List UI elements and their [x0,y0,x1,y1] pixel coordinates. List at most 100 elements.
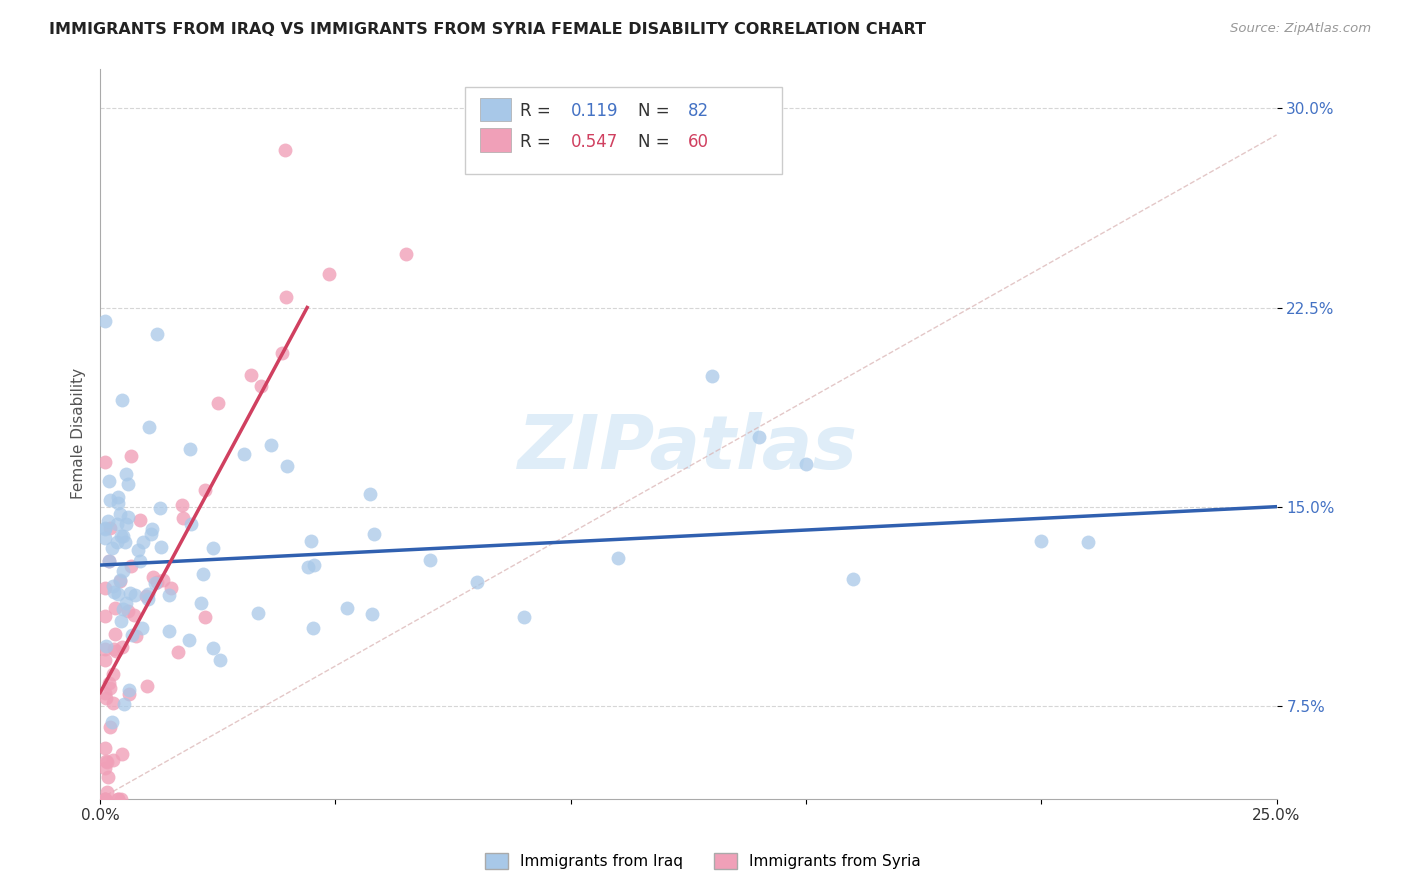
Point [96,784,118,798]
Point [117,604,139,618]
Point [94,791,117,805]
Point [110,574,132,588]
Point [606,551,628,566]
Point [138,420,160,434]
Point [152,573,174,587]
Point [120,449,142,463]
Point [94,791,117,805]
Point [157,624,180,638]
Point [259,438,281,452]
Point [170,498,193,512]
Point [146,575,169,590]
Point [104,627,127,641]
Point [1077,534,1099,549]
Point [190,596,212,610]
Point [94,454,117,468]
Point [273,143,295,157]
Point [114,596,136,610]
Point [842,572,865,586]
Point [105,516,128,531]
Legend: Immigrants from Iraq, Immigrants from Syria: Immigrants from Iraq, Immigrants from Sy… [479,847,927,875]
Point [111,747,134,761]
Point [150,540,173,554]
Point [191,566,214,581]
Point [103,642,125,657]
Point [94,581,117,595]
Point [299,533,322,548]
Point [110,791,132,805]
Point [107,791,129,805]
Point [110,507,132,521]
Point [108,573,131,587]
Point [232,446,254,460]
Point [122,607,145,622]
Point [118,683,141,698]
Point [117,510,139,524]
Point [115,517,138,532]
Point [98,474,121,488]
Point [794,457,817,471]
Point [129,554,152,568]
Point [107,587,129,601]
Point [359,486,381,500]
Point [94,741,117,756]
Point [97,514,120,528]
Point [96,756,118,770]
Point [1031,534,1053,549]
Point [395,247,418,261]
Point [179,442,201,456]
Point [201,541,224,555]
Point [276,459,298,474]
Point [194,610,217,624]
Point [107,496,129,510]
Point [193,483,215,497]
Point [142,570,165,584]
Point [98,554,121,568]
Point [207,396,229,410]
Text: 0.547: 0.547 [571,133,619,151]
Text: 82: 82 [689,102,710,120]
FancyBboxPatch shape [465,87,783,175]
Point [114,534,136,549]
Point [157,588,180,602]
Point [141,523,163,537]
Point [139,527,162,541]
Point [94,791,117,805]
Point [247,607,270,621]
Text: Source: ZipAtlas.com: Source: ZipAtlas.com [1230,22,1371,36]
Point [512,610,534,624]
Point [94,686,117,700]
Point [94,653,117,667]
Point [98,492,121,507]
Point [700,369,723,384]
Point [111,640,134,654]
Point [100,521,122,535]
Text: IMMIGRANTS FROM IRAQ VS IMMIGRANTS FROM SYRIA FEMALE DISABILITY CORRELATION CHAR: IMMIGRANTS FROM IRAQ VS IMMIGRANTS FROM … [49,22,927,37]
Text: R =: R = [520,133,557,151]
Point [103,584,125,599]
Point [120,559,142,574]
Point [120,586,142,600]
Point [136,591,159,606]
Point [111,393,134,408]
Point [135,589,157,603]
Point [297,560,319,574]
Point [105,535,128,549]
Point [302,621,325,635]
Point [98,681,121,695]
Point [101,714,124,729]
Point [104,600,127,615]
Point [270,346,292,360]
Point [121,627,143,641]
Point [97,770,120,784]
Point [117,477,139,491]
Point [276,290,298,304]
FancyBboxPatch shape [479,98,510,121]
Point [129,513,152,527]
Point [166,645,188,659]
Point [94,531,117,545]
Point [96,755,118,769]
Point [104,644,127,658]
Point [110,528,132,542]
Point [94,609,117,624]
